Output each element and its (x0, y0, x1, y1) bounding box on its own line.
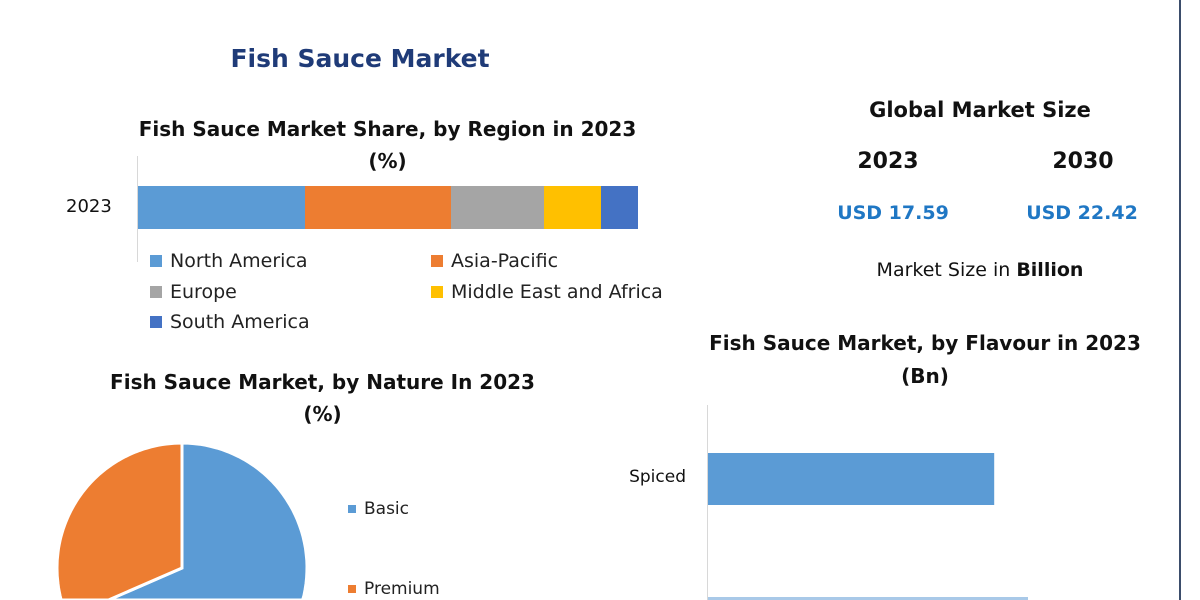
region-axis (137, 156, 138, 262)
region-stacked-bar (138, 186, 638, 229)
year-2023: 2023 (857, 149, 919, 174)
legend-south-america: South America (150, 312, 310, 332)
legend-swatch (348, 505, 356, 513)
legend-swatch (150, 316, 162, 328)
legend-label: Middle East and Africa (451, 281, 663, 303)
frame-border (1179, 0, 1181, 600)
bar-segment-south-america (601, 186, 638, 229)
value-2023: USD 17.59 (837, 202, 949, 224)
nature-chart-title: Fish Sauce Market, by Nature In 2023 (%) (80, 366, 565, 430)
market-size-heading: Global Market Size (869, 98, 1091, 122)
bar-segment-middle-east-and-africa (544, 186, 601, 229)
nature-pie (55, 441, 309, 600)
legend-swatch (150, 255, 162, 267)
region-chart-subtitle: (%) (368, 149, 407, 173)
legend-label: North America (170, 250, 308, 272)
year-2030: 2030 (1052, 149, 1114, 174)
region-chart-title: Fish Sauce Market Share, by Region in 20… (100, 113, 675, 177)
legend-middle-east-africa: Middle East and Africa (431, 282, 663, 302)
pie-slice-basic (107, 441, 309, 600)
bar-segment-asia-pacific (305, 186, 451, 229)
pie-slice-premium (55, 441, 184, 600)
nature-chart-title-text: Fish Sauce Market, by Nature In 2023 (110, 370, 535, 394)
bar-segment-europe (451, 186, 544, 229)
flavour-chart-subtitle: (Bn) (901, 364, 949, 388)
legend-label: Asia-Pacific (451, 250, 559, 272)
legend-label: South America (170, 311, 310, 333)
market-size-note: Market Size in Billion (830, 259, 1130, 281)
legend-swatch (431, 286, 443, 298)
legend-premium: Premium (348, 579, 440, 599)
legend-label: Europe (170, 281, 237, 303)
flavour-axis (707, 405, 708, 600)
flavour-bar-chart (708, 453, 995, 505)
nature-chart-subtitle: (%) (303, 402, 342, 426)
region-chart-title-text: Fish Sauce Market Share, by Region in 20… (138, 117, 637, 141)
region-category-label: 2023 (66, 196, 112, 217)
legend-basic: Basic (348, 499, 409, 519)
legend-swatch (431, 255, 443, 267)
legend-asia-pacific: Asia-Pacific (431, 251, 558, 271)
legend-label: Basic (364, 499, 410, 519)
flavour-bar-spiced (708, 453, 995, 505)
legend-swatch (150, 286, 162, 298)
legend-label: Premium (364, 579, 440, 599)
legend-swatch (348, 585, 356, 593)
flavour-chart-title-text: Fish Sauce Market, by Flavour in 2023 (709, 331, 1141, 355)
flavour-category-label: Spiced (629, 467, 686, 487)
legend-north-america: North America (150, 251, 308, 271)
page-title: Fish Sauce Market (230, 44, 490, 73)
flavour-chart-title: Fish Sauce Market, by Flavour in 2023 (B… (700, 327, 1150, 393)
note-prefix: Market Size in (876, 259, 1017, 281)
bar-segment-north-america (138, 186, 305, 229)
note-unit: Billion (1016, 259, 1084, 281)
value-2030: USD 22.42 (1026, 202, 1138, 224)
flavour-bar-partial (708, 597, 1028, 600)
legend-europe: Europe (150, 282, 237, 302)
